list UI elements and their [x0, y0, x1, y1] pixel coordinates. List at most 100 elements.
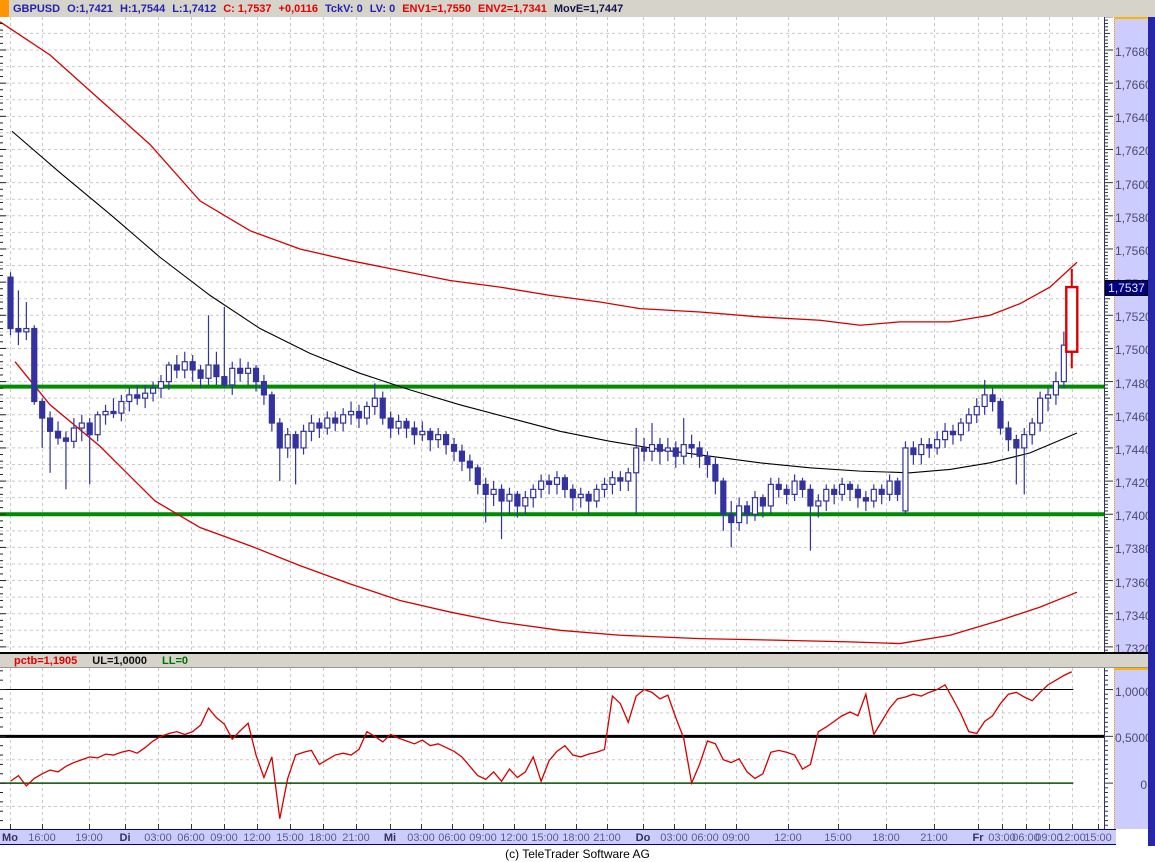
price-axis-label: 1,7440: [1115, 442, 1152, 457]
candle: [498, 488, 505, 502]
candle: [712, 463, 719, 482]
candle: [538, 480, 545, 490]
candle: [894, 480, 901, 495]
pctb-line: [10, 671, 1073, 819]
candle: [300, 430, 307, 449]
time-axis-label: 09:00: [1035, 832, 1063, 844]
candle: [831, 488, 838, 495]
candle: [371, 397, 378, 408]
candle: [846, 483, 854, 490]
candle: [664, 447, 671, 452]
candle: [221, 376, 228, 386]
candle: [205, 364, 212, 379]
candle: [530, 488, 537, 499]
time-axis-label: 06:00: [691, 832, 719, 844]
candle: [126, 394, 133, 403]
candle: [957, 422, 965, 436]
candle: [70, 427, 77, 442]
candle: [918, 444, 925, 456]
time-axis-label: 12:00: [1058, 832, 1086, 844]
indicator-axis[interactable]: 1,0000 0,5000 0: [1105, 668, 1152, 829]
candle: [62, 437, 70, 442]
time-axis-label: 09:00: [469, 832, 497, 844]
candle: [245, 367, 252, 374]
candle: [577, 493, 584, 499]
candle: [617, 477, 624, 482]
candle: [672, 447, 679, 457]
time-axis[interactable]: Mo 16:00 19:00 Di 03:00 06:00 09:00 12:00 15:00 1…: [0, 829, 1116, 845]
price-axis-label: 1,7340: [1115, 608, 1152, 623]
candle: [648, 444, 656, 452]
indicator-axis-labels: 1,0000 0,5000 0: [1114, 668, 1152, 829]
time-axis-label: 18:00: [309, 832, 337, 844]
candle: [347, 410, 355, 416]
price-axis-label: 1,7520: [1115, 310, 1152, 325]
time-axis-label: 12:00: [243, 832, 271, 844]
candle: [181, 361, 188, 371]
candle: [902, 447, 909, 512]
time-axis-label: 15:00: [824, 832, 852, 844]
candle: [823, 488, 830, 502]
price-axis-label: 1,7680: [1115, 45, 1152, 59]
candle: [910, 447, 917, 456]
time-axis-label: 21:00: [593, 832, 621, 844]
indicator-axis-label: 0: [1140, 778, 1147, 793]
candle: [118, 400, 125, 414]
candle: [545, 480, 553, 485]
candle: [506, 493, 513, 502]
indicator-axis-ticks: [1105, 668, 1114, 829]
candle: [134, 394, 141, 399]
candle: [1013, 439, 1020, 449]
price-axis-label: 1,7360: [1115, 575, 1152, 590]
candle: [775, 483, 782, 490]
price-axis-label: 1,7640: [1115, 111, 1152, 126]
grid: [0, 17, 1105, 652]
price-axis-label: 1,7500: [1115, 343, 1152, 358]
price-axis-label: 1,7660: [1115, 78, 1152, 93]
candle: [332, 417, 339, 424]
candle: [696, 447, 703, 457]
candle: [173, 364, 180, 371]
candle: [601, 483, 608, 490]
candle: [743, 505, 751, 515]
candle: [965, 414, 972, 424]
quote-info-bar: GBPUSD O:1,7421 H:1,7544 L:1,7412 C: 1,7537 +…: [0, 0, 1155, 18]
candle: [340, 414, 347, 424]
candle: [704, 455, 711, 466]
candle: [142, 392, 149, 399]
candle: [878, 488, 885, 495]
candle: [569, 488, 576, 499]
candle: [94, 414, 101, 436]
candle: [720, 480, 727, 515]
candle: [759, 497, 767, 507]
candle: [593, 488, 600, 502]
main-price-chart[interactable]: [0, 17, 1105, 652]
pctb-indicator-chart[interactable]: [0, 668, 1105, 829]
time-axis-label: 15:00: [531, 832, 559, 844]
candle: [854, 488, 862, 499]
time-axis-label: 16:00: [28, 832, 56, 844]
indicator-axis-label: 0,5000: [1115, 731, 1152, 746]
candle: [1052, 381, 1060, 396]
time-axis-label: 18:00: [872, 832, 900, 844]
envelope-lower-line: [14, 361, 1078, 645]
copyright-footer: (c) TeleTrader Software AG: [0, 846, 1155, 862]
candle: [268, 394, 275, 424]
quote-segment: TckV: 0: [325, 2, 363, 15]
candle: [427, 430, 434, 441]
price-axis[interactable]: 1,7680 1,7660 1,7640 1,7620 1,7600 1,7580 1,75…: [1105, 17, 1152, 656]
candle: [260, 381, 268, 396]
candle: [625, 472, 632, 482]
quote-segment: GBPUSD: [13, 2, 61, 15]
candle: [292, 434, 299, 449]
candle: [443, 434, 450, 446]
candle: [458, 450, 466, 462]
time-axis-label: 03:00: [988, 832, 1016, 844]
time-axis-label: 12:00: [774, 832, 802, 844]
price-axis-label: 1,7600: [1115, 177, 1152, 192]
candle: [862, 497, 869, 502]
quote-segment: C: 1,7537: [223, 2, 272, 15]
price-axis-label: 1,7400: [1115, 509, 1152, 524]
candle: [1021, 434, 1028, 449]
